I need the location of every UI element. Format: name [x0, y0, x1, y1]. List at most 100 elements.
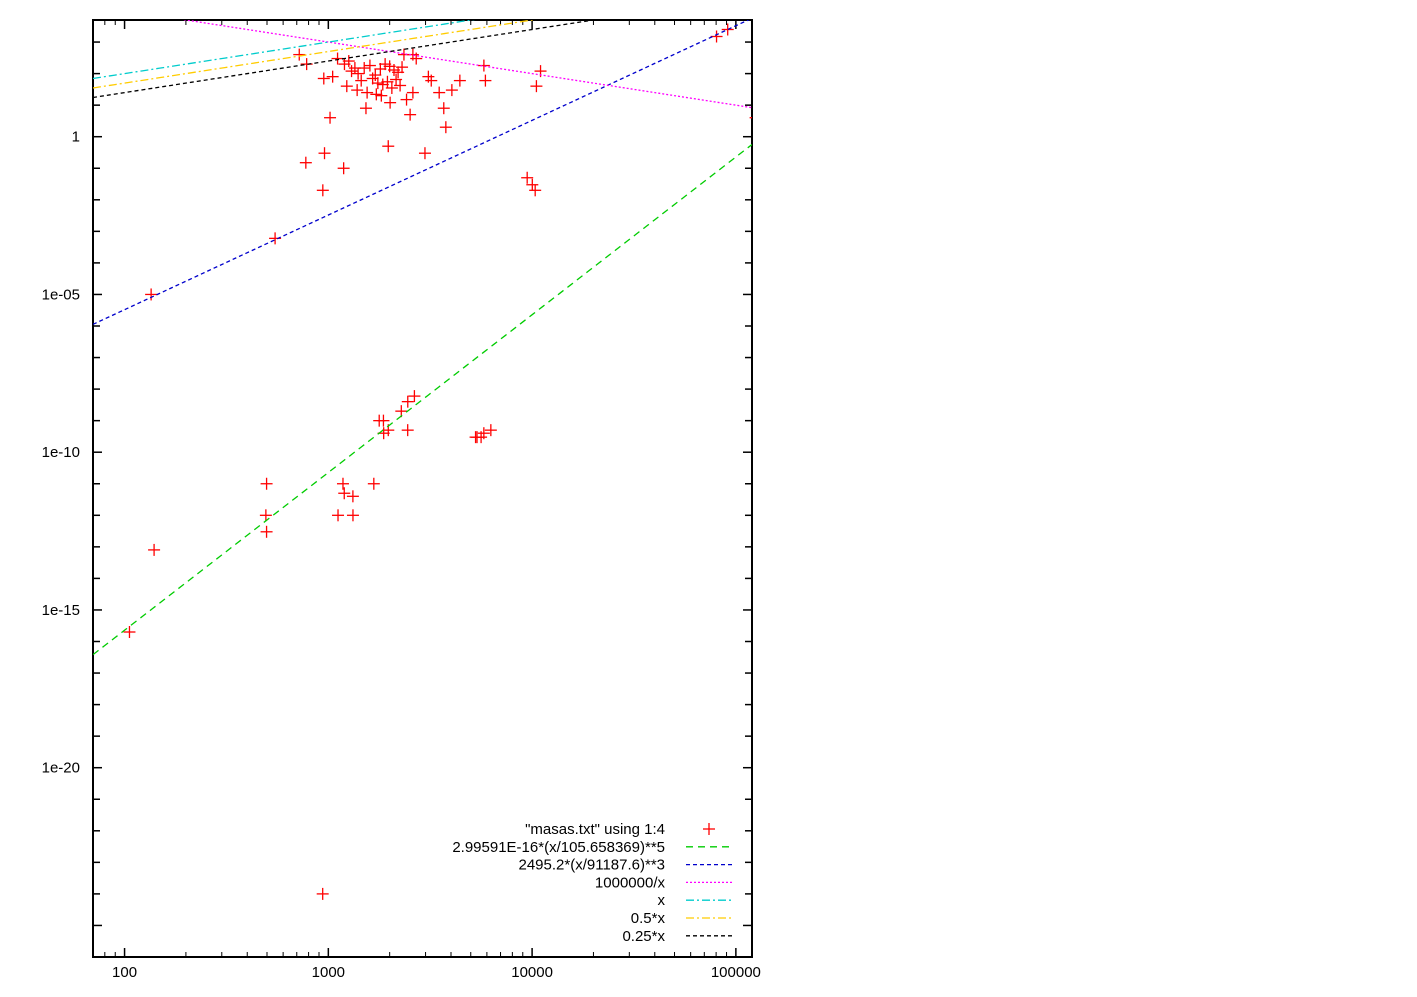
data-point [385, 81, 398, 94]
data-point [351, 84, 364, 97]
data-point [395, 405, 408, 418]
data-point [453, 74, 466, 87]
data-point [148, 543, 161, 556]
axis-ticks: 100 1000 10000 100000 1 1e-05 1e-10 1e-15 1e-20 [42, 20, 761, 981]
data-point [530, 80, 543, 93]
data-point [336, 477, 349, 490]
series-line-4 [93, 20, 476, 80]
series-line-6 [93, 20, 598, 99]
series-layer [93, 20, 752, 900]
data-point [332, 509, 345, 522]
x-tick-label: 10000 [511, 964, 553, 981]
data-point [401, 424, 414, 437]
data-point [477, 427, 490, 440]
plot-frame [92, 19, 753, 958]
data-point [318, 147, 331, 160]
legend-label: 0.5*x [631, 910, 666, 927]
series-line-2 [93, 20, 750, 325]
legend: "masas.txt" using 1:42.99591E-16*(x/105.… [452, 821, 732, 945]
y-tick-label: 1e-05 [42, 286, 80, 303]
legend-entry: 2495.2*(x/91187.6)**3 [519, 857, 732, 874]
data-point [396, 61, 409, 74]
data-point [484, 424, 497, 437]
data-point [384, 96, 397, 109]
data-point [123, 626, 136, 639]
data-point [377, 414, 390, 427]
data-point [346, 490, 359, 503]
data-point [445, 84, 458, 97]
legend-label: x [658, 892, 666, 909]
y-tick-label: 1e-10 [42, 444, 80, 461]
data-point [316, 184, 329, 197]
data-point [382, 140, 395, 153]
data-point [361, 86, 374, 99]
y-tick-label: 1e-15 [42, 602, 80, 619]
data-point [299, 156, 312, 169]
data-point [477, 59, 490, 72]
series-line-1 [93, 143, 752, 656]
data-point [410, 52, 423, 65]
legend-entry: 0.5*x [631, 910, 732, 927]
data-point [521, 171, 534, 184]
x-tick-label: 1000 [312, 964, 345, 981]
data-point [338, 487, 351, 500]
data-point [369, 69, 382, 82]
legend-label: "masas.txt" using 1:4 [525, 821, 665, 838]
data-point [370, 88, 383, 101]
legend-entry: "masas.txt" using 1:4 [525, 821, 715, 838]
data-point [437, 102, 450, 115]
data-point [418, 147, 431, 160]
x-tick-label: 100 [112, 964, 137, 981]
data-point [439, 121, 452, 134]
data-point [342, 55, 355, 68]
data-point [749, 117, 752, 119]
data-point [371, 77, 384, 90]
data-point [337, 162, 350, 175]
data-point [381, 75, 394, 88]
legend-marker [703, 823, 715, 835]
data-point [145, 288, 158, 301]
data-point [367, 477, 380, 490]
x-tick-label: 100000 [711, 964, 761, 981]
data-point [355, 74, 368, 87]
data-point [346, 509, 359, 522]
legend-label: 2495.2*(x/91187.6)**3 [519, 857, 666, 874]
legend-entry: 2.99591E-16*(x/105.658369)**5 [452, 839, 732, 856]
data-point [408, 390, 421, 403]
data-point [404, 108, 417, 121]
data-point [479, 74, 492, 87]
data-point [352, 67, 365, 80]
data-point [363, 59, 376, 72]
series-line-3 [181, 20, 752, 109]
plot-border [92, 19, 753, 958]
data-point [359, 102, 372, 115]
data-point [526, 178, 539, 191]
data-point [260, 477, 273, 490]
data-point [721, 23, 734, 36]
data-point [316, 887, 329, 900]
data-point [326, 70, 339, 83]
legend-label: 2.99591E-16*(x/105.658369)**5 [452, 839, 665, 856]
series-line-5 [93, 20, 537, 89]
data-point [374, 62, 387, 75]
data-point [260, 525, 273, 538]
data-point [331, 52, 344, 65]
data-point [259, 509, 272, 522]
legend-entry: 1000000/x [595, 874, 732, 891]
legend-label: 1000000/x [595, 874, 666, 891]
data-point [317, 72, 330, 85]
data-point [529, 184, 542, 197]
data-point [406, 86, 419, 99]
data-point [324, 111, 337, 124]
legend-entry: 0.25*x [622, 928, 732, 945]
data-point [376, 78, 389, 91]
data-point [345, 65, 358, 78]
legend-label: 0.25*x [622, 928, 665, 945]
y-tick-label: 1e-20 [42, 760, 80, 777]
data-point [340, 80, 353, 93]
data-point [401, 395, 414, 408]
data-point [348, 62, 361, 75]
data-point [293, 48, 306, 61]
